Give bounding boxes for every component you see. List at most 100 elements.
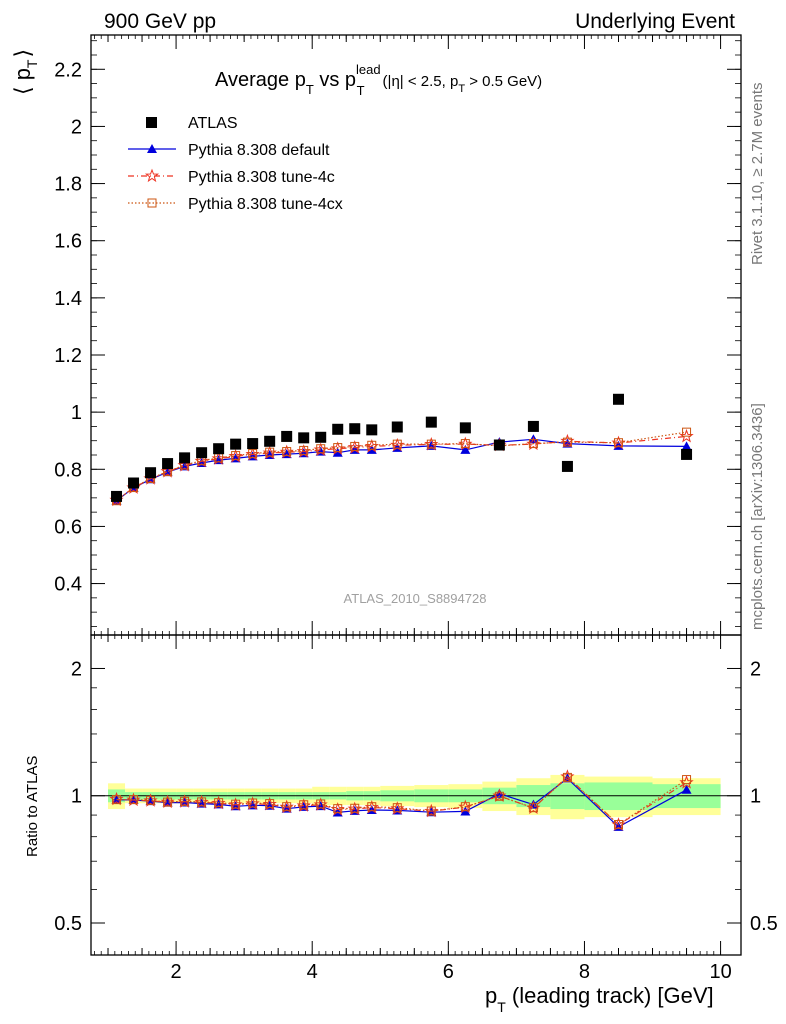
marker-default	[392, 805, 403, 815]
legend-label-default: Pythia 8.308 default	[188, 142, 330, 159]
marker-tune4cx	[214, 798, 224, 808]
main-panel-series	[109, 393, 694, 507]
plot-title: Average pT vs plead T(|η| < 2.5, pT > 0.5…	[215, 62, 542, 98]
x-tick-label: 4	[307, 961, 318, 983]
marker-tune4cx	[231, 799, 241, 809]
main-y-axis-label: ⟨ pT⟩	[10, 49, 40, 95]
mcplots-note: mcplots.cern.ch [arXiv:1306.3436]	[749, 403, 766, 630]
marker-default	[681, 784, 692, 794]
marker-default	[681, 441, 692, 451]
marker-default	[332, 447, 343, 457]
marker-atlas	[681, 448, 693, 460]
marker-tune4cx	[333, 443, 343, 453]
main-y-tick-label: 1	[71, 402, 82, 424]
ratio-band-inner-bin	[584, 782, 653, 811]
marker-tune4cx	[528, 803, 538, 813]
ratio-panel-axes: 0.5 1 2 0.5 1 2 2 4 6 8 10	[54, 634, 778, 983]
marker-default	[315, 446, 326, 456]
legend-marker-atlas	[146, 117, 157, 128]
marker-atlas	[213, 443, 225, 455]
xlabel-rest: (leading track) [GeV]	[506, 983, 714, 1008]
marker-atlas	[527, 420, 539, 432]
marker-atlas	[315, 431, 327, 443]
xlabel-main: p	[485, 983, 497, 1008]
main-ylabel-left: ⟨ p	[10, 68, 35, 95]
title-cut-a: (|η| < 2.5, p	[383, 73, 459, 90]
marker-tune4cx	[248, 798, 258, 808]
marker-atlas	[459, 422, 471, 434]
x-axis-label: pT (leading track) [GeV]	[485, 983, 714, 1015]
analysis-watermark: ATLAS_2010_S8894728	[344, 591, 487, 606]
title-cut-b: > 0.5 GeV)	[465, 73, 542, 90]
main-y-tick-label: 1.6	[54, 231, 82, 253]
legend-label-tune4cx: Pythia 8.308 tune-4cx	[188, 196, 343, 213]
legend-label-tune4c: Pythia 8.308 tune-4c	[188, 169, 335, 186]
x-tick-label: 6	[443, 961, 454, 983]
marker-atlas	[298, 432, 310, 444]
marker-tune4cx	[180, 796, 190, 806]
main-y-tick-label: 0.6	[54, 516, 82, 538]
marker-atlas	[493, 439, 505, 451]
legend-marker-tune4cx	[147, 198, 157, 208]
marker-tune4cx	[282, 802, 292, 812]
marker-atlas	[162, 458, 174, 470]
marker-tune4cx	[613, 438, 623, 448]
marker-tune4cx	[265, 447, 275, 457]
marker-default	[426, 440, 437, 450]
title-vs-sup: lead	[356, 62, 381, 77]
marker-default	[562, 773, 573, 783]
marker-tune4cx	[350, 441, 360, 451]
x-tick-label: 2	[171, 961, 182, 983]
marker-tune4cx	[265, 799, 275, 809]
series-line-tune4cx	[116, 776, 687, 826]
title-main-sub: T	[306, 82, 314, 97]
ratio-y-tick-label: 0.5	[54, 913, 82, 935]
marker-tune4cx	[682, 427, 692, 437]
title-vs-sub: T	[357, 83, 365, 98]
marker-atlas	[366, 424, 378, 436]
main-y-tick-label: 1.8	[54, 174, 82, 196]
legend-marker-tune4c	[144, 168, 160, 183]
legend-marker-default	[147, 144, 157, 153]
title-cut-sub: T	[458, 83, 465, 95]
marker-tune4cx	[146, 795, 156, 805]
ratio-y-tick-label: 2	[71, 658, 82, 680]
marker-tune4cx	[112, 795, 122, 805]
legend-label-atlas: ATLAS	[188, 115, 238, 132]
marker-atlas	[264, 435, 276, 447]
main-y-tick-label: 1.4	[54, 288, 82, 310]
ratio-panel-series	[109, 769, 694, 831]
main-y-tick-label: 2	[71, 116, 82, 138]
marker-tune4cx	[231, 451, 241, 461]
marker-atlas	[247, 438, 259, 450]
xlabel-sub: T	[497, 999, 506, 1015]
legend: ATLAS Pythia 8.308 default Pythia 8.308 …	[128, 115, 343, 213]
marker-tune4cx	[562, 437, 572, 447]
ratio-frame	[90, 634, 742, 956]
header-left: 900 GeV pp	[104, 10, 216, 33]
marker-tune4cx	[367, 802, 377, 812]
ratio-y-tick-label-right: 1	[750, 786, 761, 808]
marker-tune4cx	[426, 806, 436, 816]
marker-atlas	[612, 393, 624, 405]
marker-tune4cx	[299, 445, 309, 455]
marker-atlas	[230, 438, 242, 450]
title-main: Average p	[215, 69, 306, 91]
marker-tune4cx	[494, 791, 504, 801]
marker-tune4cx	[562, 772, 572, 782]
marker-atlas	[128, 477, 140, 489]
main-ylabel-sub: T	[24, 59, 40, 68]
marker-tune4cx	[333, 804, 343, 814]
marker-tune4cx	[460, 802, 470, 812]
marker-tune4cx	[350, 803, 360, 813]
marker-tune4cx	[248, 449, 258, 459]
series-line-tune4cx	[116, 431, 687, 502]
main-panel-axes: 0.4 0.6 0.8 1 1.2 1.4 1.6 1.8 2 2.2	[54, 34, 742, 636]
marker-tune4cx	[426, 439, 436, 449]
main-y-tick-label: 0.8	[54, 459, 82, 481]
ratio-y-tick-label: 1	[71, 786, 82, 808]
main-y-tick-label: 2.2	[54, 59, 82, 81]
marker-atlas	[145, 467, 157, 479]
